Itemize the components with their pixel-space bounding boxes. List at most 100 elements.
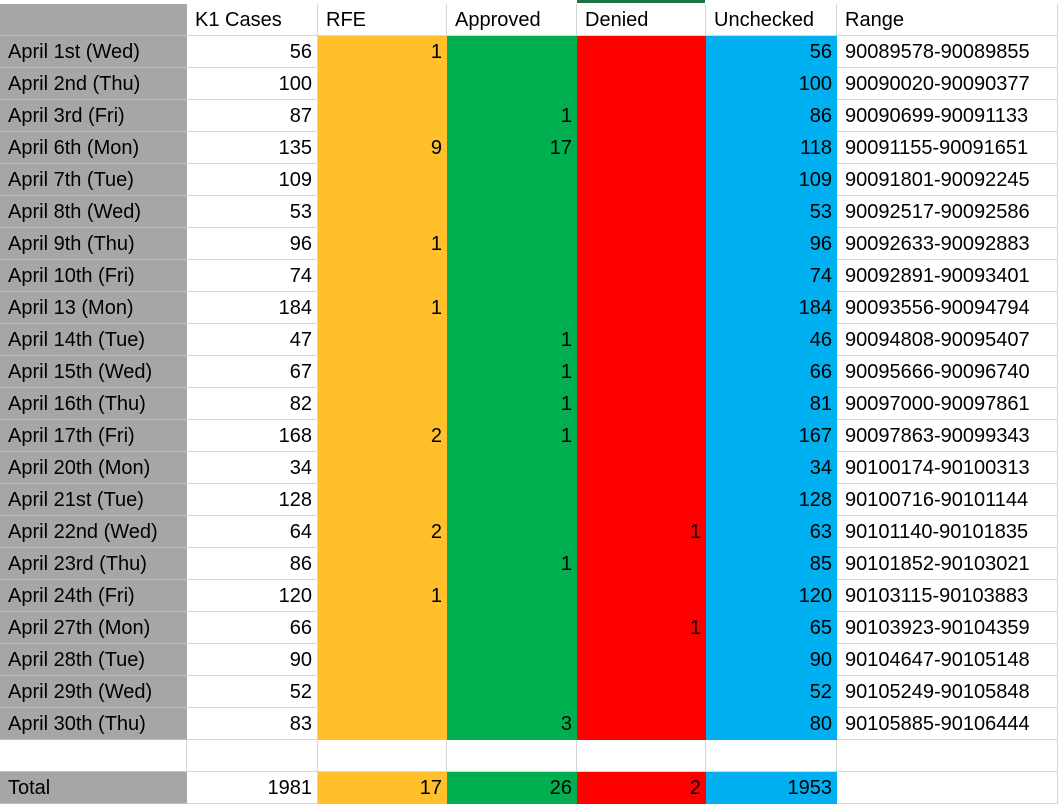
cell-label[interactable]: April 15th (Wed) (0, 356, 187, 388)
cell-denied[interactable] (577, 548, 706, 580)
cell-approved[interactable] (447, 36, 577, 68)
cell-cases[interactable]: 184 (187, 292, 318, 324)
cell-denied[interactable]: 1 (577, 516, 706, 548)
cell-range[interactable]: 90092633-90092883 (837, 228, 1058, 260)
cell-rfe[interactable]: 2 (318, 516, 447, 548)
cell-range[interactable]: 90105885-90106444 (837, 708, 1058, 740)
cell-denied[interactable] (577, 132, 706, 164)
cell-unchecked[interactable]: 184 (706, 292, 837, 324)
cell-range[interactable]: 90095666-90096740 (837, 356, 1058, 388)
cell-cases[interactable]: K1 Cases (187, 4, 318, 36)
cell-denied[interactable] (577, 260, 706, 292)
cell-unchecked[interactable]: 120 (706, 580, 837, 612)
cell-unchecked[interactable]: 90 (706, 644, 837, 676)
cell-denied[interactable] (577, 292, 706, 324)
cell-cases[interactable]: 64 (187, 516, 318, 548)
cell-cases[interactable]: 82 (187, 388, 318, 420)
cell-approved[interactable] (447, 516, 577, 548)
cell-approved[interactable] (447, 228, 577, 260)
cell-cases[interactable]: 109 (187, 164, 318, 196)
cell-range[interactable]: 90101140-90101835 (837, 516, 1058, 548)
cell-denied[interactable] (577, 356, 706, 388)
cell-unchecked[interactable]: 167 (706, 420, 837, 452)
cell-denied[interactable] (577, 388, 706, 420)
cell-label[interactable]: Total (0, 772, 187, 804)
cell-rfe[interactable]: 9 (318, 132, 447, 164)
cell-cases[interactable]: 87 (187, 100, 318, 132)
cell-range[interactable]: 90091155-90091651 (837, 132, 1058, 164)
cell-unchecked[interactable]: 100 (706, 68, 837, 100)
cell-approved[interactable] (447, 644, 577, 676)
cell-cases[interactable]: 128 (187, 484, 318, 516)
cell-cases[interactable]: 83 (187, 708, 318, 740)
cell-approved[interactable] (447, 612, 577, 644)
cell-label[interactable]: April 2nd (Thu) (0, 68, 187, 100)
cell-label[interactable]: April 7th (Tue) (0, 164, 187, 196)
cell-rfe[interactable]: 1 (318, 228, 447, 260)
cell-range[interactable]: 90089578-90089855 (837, 36, 1058, 68)
cell-label[interactable]: April 21st (Tue) (0, 484, 187, 516)
cell-unchecked[interactable]: 96 (706, 228, 837, 260)
cell-denied[interactable] (577, 100, 706, 132)
cell-approved[interactable]: 1 (447, 356, 577, 388)
cell-rfe[interactable] (318, 740, 447, 772)
cell-range[interactable]: 90100716-90101144 (837, 484, 1058, 516)
cell-rfe[interactable]: 1 (318, 580, 447, 612)
cell-range[interactable]: 90090699-90091133 (837, 100, 1058, 132)
cell-cases[interactable]: 135 (187, 132, 318, 164)
cell-approved[interactable]: 3 (447, 708, 577, 740)
cell-rfe[interactable] (318, 356, 447, 388)
cell-range[interactable]: 90097000-90097861 (837, 388, 1058, 420)
cell-unchecked[interactable]: 1953 (706, 772, 837, 804)
cell-approved[interactable]: 26 (447, 772, 577, 804)
cell-unchecked[interactable]: 56 (706, 36, 837, 68)
cell-denied[interactable] (577, 36, 706, 68)
cell-rfe[interactable] (318, 644, 447, 676)
cell-range[interactable]: Range (837, 4, 1058, 36)
cell-rfe[interactable]: 17 (318, 772, 447, 804)
cell-cases[interactable]: 53 (187, 196, 318, 228)
cell-approved[interactable]: 1 (447, 548, 577, 580)
cell-range[interactable]: 90105249-90105848 (837, 676, 1058, 708)
cell-label[interactable]: April 27th (Mon) (0, 612, 187, 644)
cell-unchecked[interactable]: 86 (706, 100, 837, 132)
cell-cases[interactable]: 67 (187, 356, 318, 388)
cell-rfe[interactable] (318, 324, 447, 356)
cell-approved[interactable] (447, 740, 577, 772)
cell-cases[interactable]: 120 (187, 580, 318, 612)
cell-label[interactable]: April 24th (Fri) (0, 580, 187, 612)
cell-range[interactable] (837, 740, 1058, 772)
cell-unchecked[interactable]: Unchecked (706, 4, 837, 36)
cell-cases[interactable] (187, 740, 318, 772)
cell-label[interactable]: April 16th (Thu) (0, 388, 187, 420)
cell-unchecked[interactable]: 66 (706, 356, 837, 388)
cell-unchecked[interactable]: 85 (706, 548, 837, 580)
cell-range[interactable]: 90093556-90094794 (837, 292, 1058, 324)
cell-cases[interactable]: 66 (187, 612, 318, 644)
cell-range[interactable]: 90103923-90104359 (837, 612, 1058, 644)
cell-denied[interactable] (577, 484, 706, 516)
cell-range[interactable]: 90092891-90093401 (837, 260, 1058, 292)
cell-denied[interactable]: 2 (577, 772, 706, 804)
cell-denied[interactable]: 1 (577, 612, 706, 644)
cell-cases[interactable]: 1981 (187, 772, 318, 804)
cell-denied[interactable]: Denied (577, 4, 706, 36)
cell-unchecked[interactable]: 63 (706, 516, 837, 548)
cell-rfe[interactable] (318, 260, 447, 292)
cell-denied[interactable] (577, 420, 706, 452)
cell-range[interactable]: 90092517-90092586 (837, 196, 1058, 228)
cell-approved[interactable] (447, 452, 577, 484)
cell-rfe[interactable] (318, 612, 447, 644)
cell-cases[interactable]: 86 (187, 548, 318, 580)
cell-cases[interactable]: 52 (187, 676, 318, 708)
cell-range[interactable] (837, 772, 1058, 804)
cell-denied[interactable] (577, 676, 706, 708)
cell-label[interactable]: April 28th (Tue) (0, 644, 187, 676)
cell-rfe[interactable] (318, 484, 447, 516)
cell-approved[interactable] (447, 676, 577, 708)
cell-cases[interactable]: 34 (187, 452, 318, 484)
cell-denied[interactable] (577, 644, 706, 676)
cell-rfe[interactable] (318, 548, 447, 580)
cell-rfe[interactable] (318, 676, 447, 708)
cell-approved[interactable]: 17 (447, 132, 577, 164)
